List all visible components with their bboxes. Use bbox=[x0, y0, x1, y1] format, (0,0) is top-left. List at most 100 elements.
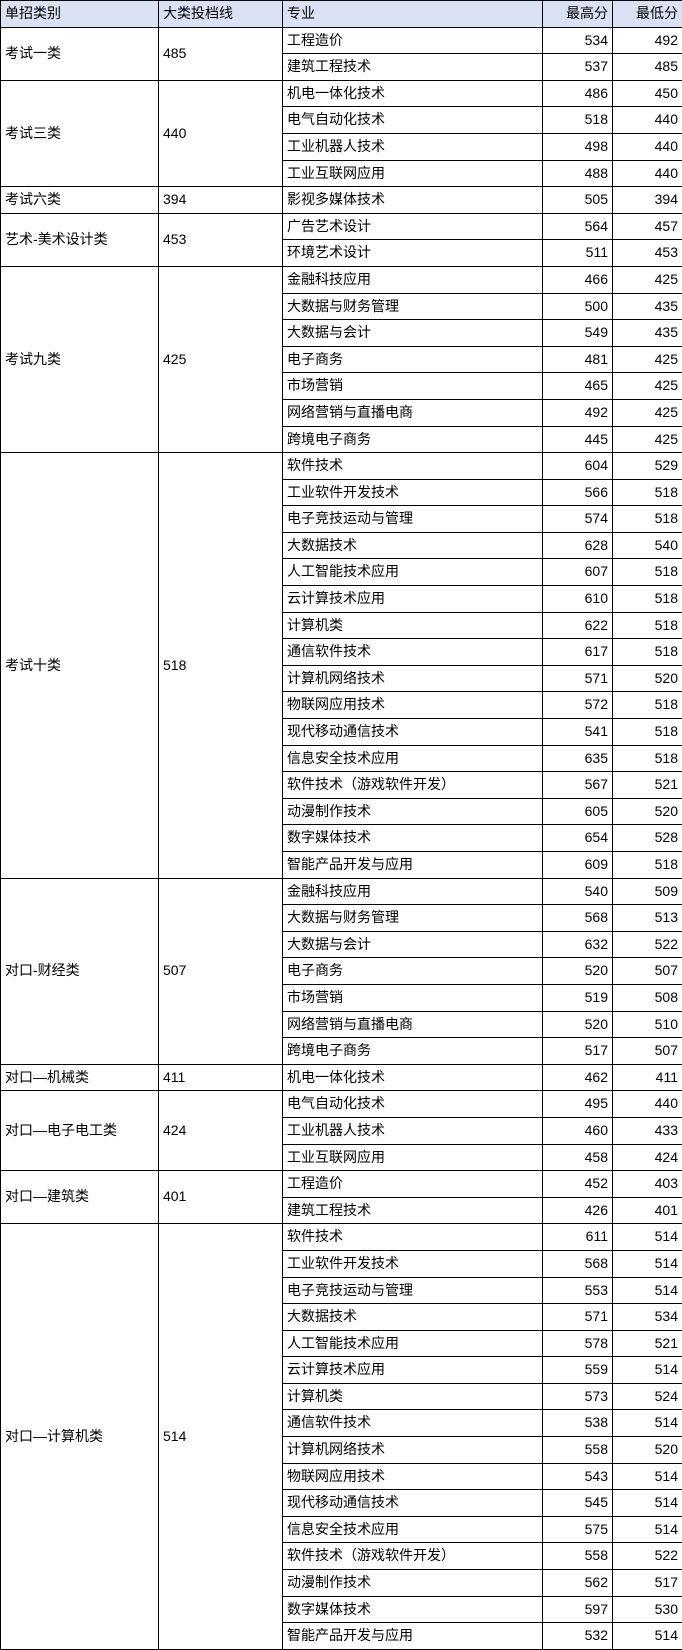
cell-min: 425 bbox=[613, 426, 682, 453]
table-header-row: 单招类别 大类投档线 专业 最高分 最低分 bbox=[1, 1, 682, 28]
cell-major: 电子商务 bbox=[283, 346, 543, 373]
cell-category: 考试一类 bbox=[1, 27, 159, 80]
cell-min: 403 bbox=[613, 1171, 682, 1198]
cell-max: 568 bbox=[543, 905, 613, 932]
cell-max: 465 bbox=[543, 373, 613, 400]
cell-category: 对口—电子电工类 bbox=[1, 1091, 159, 1171]
cell-min: 514 bbox=[613, 1250, 682, 1277]
cell-max: 452 bbox=[543, 1171, 613, 1198]
table-body: 考试一类485工程造价534492建筑工程技术537485考试三类440机电一体… bbox=[1, 27, 682, 1649]
cell-max: 460 bbox=[543, 1117, 613, 1144]
cell-major: 通信软件技术 bbox=[283, 1410, 543, 1437]
cell-category: 考试三类 bbox=[1, 80, 159, 186]
cell-min: 514 bbox=[613, 1623, 682, 1650]
cell-min: 518 bbox=[613, 586, 682, 613]
cell-max: 518 bbox=[543, 107, 613, 134]
cell-max: 495 bbox=[543, 1091, 613, 1118]
cell-major: 金融科技应用 bbox=[283, 266, 543, 293]
cell-major: 云计算技术应用 bbox=[283, 586, 543, 613]
cell-max: 445 bbox=[543, 426, 613, 453]
cell-major: 工业互联网应用 bbox=[283, 160, 543, 187]
header-category: 单招类别 bbox=[1, 1, 159, 28]
header-major: 专业 bbox=[283, 1, 543, 28]
cell-min: 509 bbox=[613, 878, 682, 905]
cell-min: 433 bbox=[613, 1117, 682, 1144]
table-row: 考试三类440机电一体化技术486450 bbox=[1, 80, 682, 107]
header-min: 最低分 bbox=[613, 1, 682, 28]
cell-max: 575 bbox=[543, 1516, 613, 1543]
cell-min: 514 bbox=[613, 1224, 682, 1251]
cell-max: 609 bbox=[543, 852, 613, 879]
cell-max: 426 bbox=[543, 1197, 613, 1224]
cell-max: 534 bbox=[543, 27, 613, 54]
cell-max: 564 bbox=[543, 213, 613, 240]
cell-min: 520 bbox=[613, 665, 682, 692]
cell-min: 518 bbox=[613, 852, 682, 879]
cell-min: 514 bbox=[613, 1357, 682, 1384]
cell-min: 510 bbox=[613, 1011, 682, 1038]
cell-min: 453 bbox=[613, 240, 682, 267]
cell-line: 485 bbox=[159, 27, 283, 80]
cell-max: 553 bbox=[543, 1277, 613, 1304]
cell-line: 411 bbox=[159, 1064, 283, 1091]
cell-major: 动漫制作技术 bbox=[283, 1570, 543, 1597]
cell-category: 考试十类 bbox=[1, 453, 159, 879]
cell-min: 424 bbox=[613, 1144, 682, 1171]
table-row: 考试九类425金融科技应用466425 bbox=[1, 266, 682, 293]
cell-min: 518 bbox=[613, 506, 682, 533]
cell-major: 动漫制作技术 bbox=[283, 798, 543, 825]
cell-major: 电子商务 bbox=[283, 958, 543, 985]
cell-min: 520 bbox=[613, 1437, 682, 1464]
cell-max: 572 bbox=[543, 692, 613, 719]
cell-min: 485 bbox=[613, 54, 682, 81]
cell-major: 电子竞技运动与管理 bbox=[283, 1277, 543, 1304]
cell-min: 435 bbox=[613, 320, 682, 347]
cell-major: 市场营销 bbox=[283, 984, 543, 1011]
cell-major: 现代移动通信技术 bbox=[283, 719, 543, 746]
cell-major: 大数据技术 bbox=[283, 532, 543, 559]
cell-min: 521 bbox=[613, 772, 682, 799]
cell-max: 545 bbox=[543, 1490, 613, 1517]
cell-max: 597 bbox=[543, 1596, 613, 1623]
cell-min: 394 bbox=[613, 187, 682, 214]
cell-major: 电气自动化技术 bbox=[283, 107, 543, 134]
cell-min: 514 bbox=[613, 1490, 682, 1517]
cell-min: 518 bbox=[613, 692, 682, 719]
cell-major: 通信软件技术 bbox=[283, 639, 543, 666]
cell-max: 622 bbox=[543, 612, 613, 639]
cell-min: 530 bbox=[613, 1596, 682, 1623]
cell-min: 492 bbox=[613, 27, 682, 54]
cell-major: 机电一体化技术 bbox=[283, 80, 543, 107]
cell-min: 425 bbox=[613, 346, 682, 373]
cell-max: 543 bbox=[543, 1463, 613, 1490]
cell-max: 540 bbox=[543, 878, 613, 905]
cell-major: 大数据与会计 bbox=[283, 320, 543, 347]
cell-max: 532 bbox=[543, 1623, 613, 1650]
cell-major: 现代移动通信技术 bbox=[283, 1490, 543, 1517]
cell-min: 440 bbox=[613, 160, 682, 187]
cell-major: 环境艺术设计 bbox=[283, 240, 543, 267]
cell-category: 艺术-美术设计类 bbox=[1, 213, 159, 266]
table-row: 考试十类518软件技术604529 bbox=[1, 453, 682, 480]
cell-max: 466 bbox=[543, 266, 613, 293]
cell-max: 538 bbox=[543, 1410, 613, 1437]
cell-major: 电气自动化技术 bbox=[283, 1091, 543, 1118]
cell-major: 广告艺术设计 bbox=[283, 213, 543, 240]
cell-line: 394 bbox=[159, 187, 283, 214]
cell-major: 大数据与财务管理 bbox=[283, 293, 543, 320]
cell-category: 考试六类 bbox=[1, 187, 159, 214]
cell-max: 537 bbox=[543, 54, 613, 81]
cell-min: 450 bbox=[613, 80, 682, 107]
cell-major: 市场营销 bbox=[283, 373, 543, 400]
cell-max: 635 bbox=[543, 745, 613, 772]
cell-major: 大数据技术 bbox=[283, 1304, 543, 1331]
cell-min: 514 bbox=[613, 1516, 682, 1543]
cell-category: 对口—机械类 bbox=[1, 1064, 159, 1091]
cell-max: 498 bbox=[543, 133, 613, 160]
cell-major: 物联网应用技术 bbox=[283, 1463, 543, 1490]
cell-category: 对口—计算机类 bbox=[1, 1224, 159, 1650]
cell-max: 488 bbox=[543, 160, 613, 187]
cell-category: 对口—建筑类 bbox=[1, 1171, 159, 1224]
table-row: 对口-财经类507金融科技应用540509 bbox=[1, 878, 682, 905]
cell-major: 软件技术（游戏软件开发） bbox=[283, 1543, 543, 1570]
